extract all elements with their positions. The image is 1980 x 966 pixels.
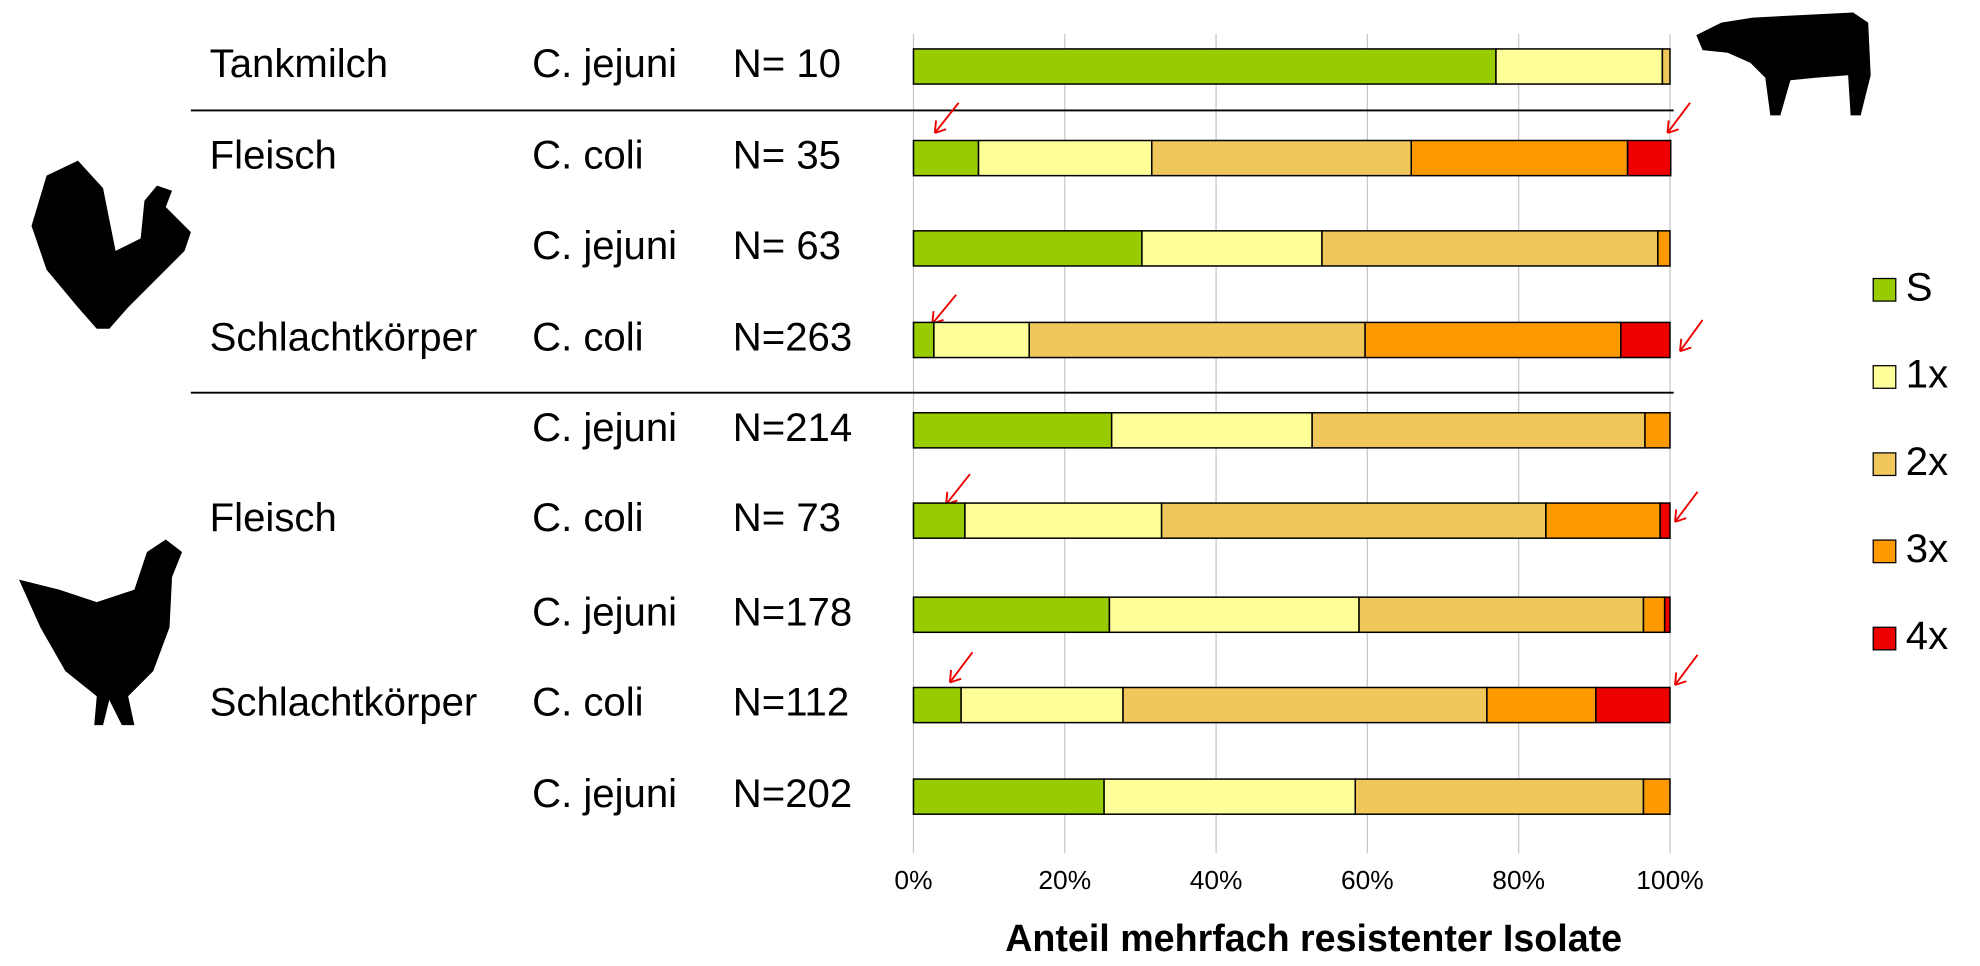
category-label: C. jejuni [532, 223, 677, 268]
legend-swatch [1873, 453, 1896, 476]
bar-segment [1643, 779, 1669, 814]
bar-segment [913, 231, 1141, 266]
legend-swatch [1873, 540, 1896, 563]
bar-segment [965, 503, 1162, 538]
bar-segment [913, 597, 1109, 632]
n-label: N=112 [733, 680, 849, 725]
bar-segment [1546, 503, 1660, 538]
group-label: Tankmilch [210, 41, 388, 86]
bar-segment [1660, 503, 1670, 538]
category-label: C. coli [532, 495, 643, 540]
bar-segment [1487, 687, 1596, 722]
cow-icon [1696, 13, 1870, 116]
legend-swatch [1873, 366, 1896, 389]
bar-segment [1142, 231, 1322, 266]
legend-label: 2x [1906, 439, 1948, 484]
bar-segment [1621, 322, 1670, 357]
bar-segment [1322, 231, 1658, 266]
bar-segment [979, 141, 1152, 176]
bar-segment [1665, 597, 1670, 632]
x-tick-label: 40% [1190, 865, 1243, 895]
bar-segment [913, 779, 1104, 814]
bar-segment [1029, 322, 1365, 357]
group-label: Schlachtkörper [210, 315, 478, 360]
legend-swatch [1873, 279, 1896, 302]
n-label: N=202 [733, 771, 852, 816]
group-label: Fleisch [210, 133, 337, 178]
x-tick-label: 100% [1636, 865, 1703, 895]
turkey-icon [32, 161, 191, 329]
bar-segment [1162, 503, 1546, 538]
bar-segment [1658, 231, 1670, 266]
category-label: C. jejuni [532, 405, 677, 450]
bar-segment [1109, 597, 1359, 632]
bar-segment [913, 322, 933, 357]
bar-segment [1662, 49, 1670, 84]
x-tick-label: 0% [894, 865, 932, 895]
bar-segment [1359, 597, 1643, 632]
bar-segment [1104, 779, 1355, 814]
category-label: C. coli [532, 315, 643, 360]
bar-segment [934, 322, 1029, 357]
chicken-icon [19, 539, 182, 725]
n-label: N= 10 [733, 41, 841, 86]
bar-segment [1645, 413, 1670, 448]
bar-segment [1123, 687, 1487, 722]
bar-segment [961, 687, 1123, 722]
legend-label: 3x [1906, 526, 1948, 571]
n-label: N= 35 [733, 133, 841, 178]
n-label: N= 73 [733, 495, 841, 540]
bar-segment [1596, 687, 1670, 722]
x-tick-label: 60% [1341, 865, 1394, 895]
bar-segment [913, 687, 961, 722]
n-label: N=263 [733, 315, 852, 360]
n-label: N= 63 [733, 223, 841, 268]
legend-swatch [1873, 627, 1896, 650]
bar-segment [1355, 779, 1643, 814]
category-label: C. jejuni [532, 771, 677, 816]
legend-label: 4x [1906, 613, 1948, 658]
x-tick-label: 80% [1492, 865, 1545, 895]
group-label: Schlachtkörper [210, 680, 478, 725]
x-tick-label: 20% [1038, 865, 1091, 895]
category-label: C. coli [532, 133, 643, 178]
category-label: C. jejuni [532, 41, 677, 86]
bar-segment [1152, 141, 1411, 176]
bar-segment [1112, 413, 1312, 448]
n-label: N=214 [733, 405, 852, 450]
group-label: Fleisch [210, 495, 337, 540]
bar-segment [1365, 322, 1621, 357]
category-label: C. jejuni [532, 589, 677, 634]
n-label: N=178 [733, 589, 852, 634]
bar-segment [913, 413, 1111, 448]
bar-segment [913, 503, 964, 538]
bar-segment [1496, 49, 1662, 84]
bar-segment [1312, 413, 1645, 448]
category-label: C. coli [532, 680, 643, 725]
bar-segment [1628, 141, 1671, 176]
bar-segment [1643, 597, 1664, 632]
legend-label: 1x [1906, 352, 1948, 397]
bar-segment [913, 49, 1495, 84]
bar-segment [1411, 141, 1627, 176]
x-axis-label: Anteil mehrfach resistenter Isolate [1005, 917, 1622, 959]
chart: Anteil mehrfach resistenter Isolate 0% 20… [0, 0, 1980, 966]
legend-label: S [1906, 264, 1933, 309]
bar-segment [913, 141, 978, 176]
